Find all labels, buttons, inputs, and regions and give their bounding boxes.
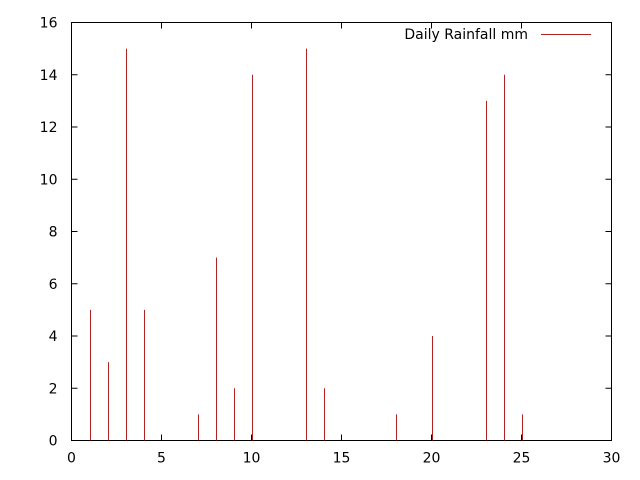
y-tick-label: 2	[49, 381, 58, 397]
y-tick-label: 16	[40, 16, 58, 32]
x-tick-label: 0	[67, 451, 76, 467]
rainfall-bars	[90, 48, 523, 441]
plot-frame	[71, 22, 612, 441]
y-tick-label: 6	[49, 277, 58, 293]
legend: Daily Rainfall mm	[404, 27, 591, 43]
y-tick-label: 4	[49, 329, 58, 345]
x-tick-label: 25	[513, 451, 531, 467]
x-tick-label: 15	[333, 451, 351, 467]
legend-label: Daily Rainfall mm	[404, 27, 528, 43]
y-tick-label: 14	[40, 68, 58, 84]
x-axis-ticks: 0 5 10 15 20 25 30	[67, 22, 621, 467]
y-tick-label: 12	[40, 120, 58, 136]
x-tick-label: 20	[423, 451, 441, 467]
x-tick-label: 5	[157, 451, 166, 467]
y-tick-label: 10	[40, 172, 58, 188]
y-tick-label: 0	[49, 434, 58, 450]
y-axis-ticks: 0 2 4 6 8 10 12 14 16	[40, 16, 612, 450]
y-tick-label: 8	[49, 225, 58, 241]
x-tick-label: 10	[243, 451, 261, 467]
x-tick-label: 30	[603, 451, 621, 467]
